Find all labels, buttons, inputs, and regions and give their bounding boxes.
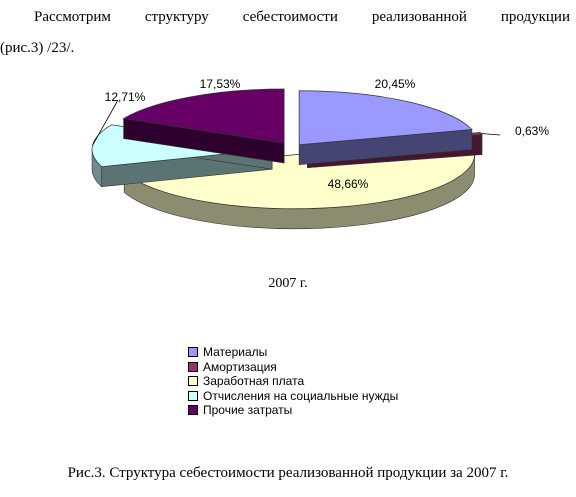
value-label-прочие-затраты: 17,53% (200, 77, 241, 91)
leader-line-амортизация (481, 133, 501, 136)
pie-chart: 20,45% 0,63% 48,66% 12,71% 17,53% (91, 77, 549, 230)
leader-line-отчисления-на-социальные-нужды (92, 99, 119, 146)
slice-прочие-затраты (122, 88, 285, 164)
intro-line-2: (рис.3) /23/. (0, 40, 75, 56)
chart-legend: Материалы Амортизация Заработная плата Отчи… (188, 345, 398, 418)
legend-item-материалы: Материалы (188, 345, 398, 360)
value-label-отчисления-на-социальные-нужды: 12,71% (105, 90, 146, 104)
legend-swatch (188, 405, 198, 416)
legend-item-отчисления-на-социальные-нужды: Отчисления на социальные нужды (188, 389, 398, 404)
slice-материалы (298, 90, 473, 166)
legend-item-заработная-плата: Заработная плата (188, 374, 398, 389)
value-label-материалы: 20,45% (375, 77, 416, 91)
legend-label: Заработная плата (203, 374, 305, 388)
slice-top-материалы (298, 90, 473, 146)
legend-swatch (188, 390, 198, 401)
value-label-заработная-плата: 48,66% (328, 177, 369, 191)
figure-caption: Рис.3. Структура себестоимости реализова… (67, 465, 509, 481)
legend-label: Прочие затраты (203, 403, 293, 417)
chart-title: 2007 г. (268, 276, 308, 291)
legend-label: Материалы (203, 345, 268, 359)
legend-swatch (188, 347, 198, 358)
legend-item-прочие-затраты: Прочие затраты (188, 403, 398, 418)
legend-item-амортизация: Амортизация (188, 360, 398, 375)
value-label-амортизация: 0,63% (515, 124, 549, 138)
legend-swatch (188, 361, 198, 372)
intro-line-1: Рассмотрим структуру себестоимости реали… (34, 9, 570, 25)
slice-top-прочие-затраты (122, 88, 285, 144)
legend-label: Амортизация (203, 359, 277, 374)
legend-label: Отчисления на социальные нужды (203, 388, 399, 403)
legend-swatch (188, 376, 198, 387)
intro-paragraph: Рассмотрим структуру себестоимости реали… (0, 2, 570, 64)
